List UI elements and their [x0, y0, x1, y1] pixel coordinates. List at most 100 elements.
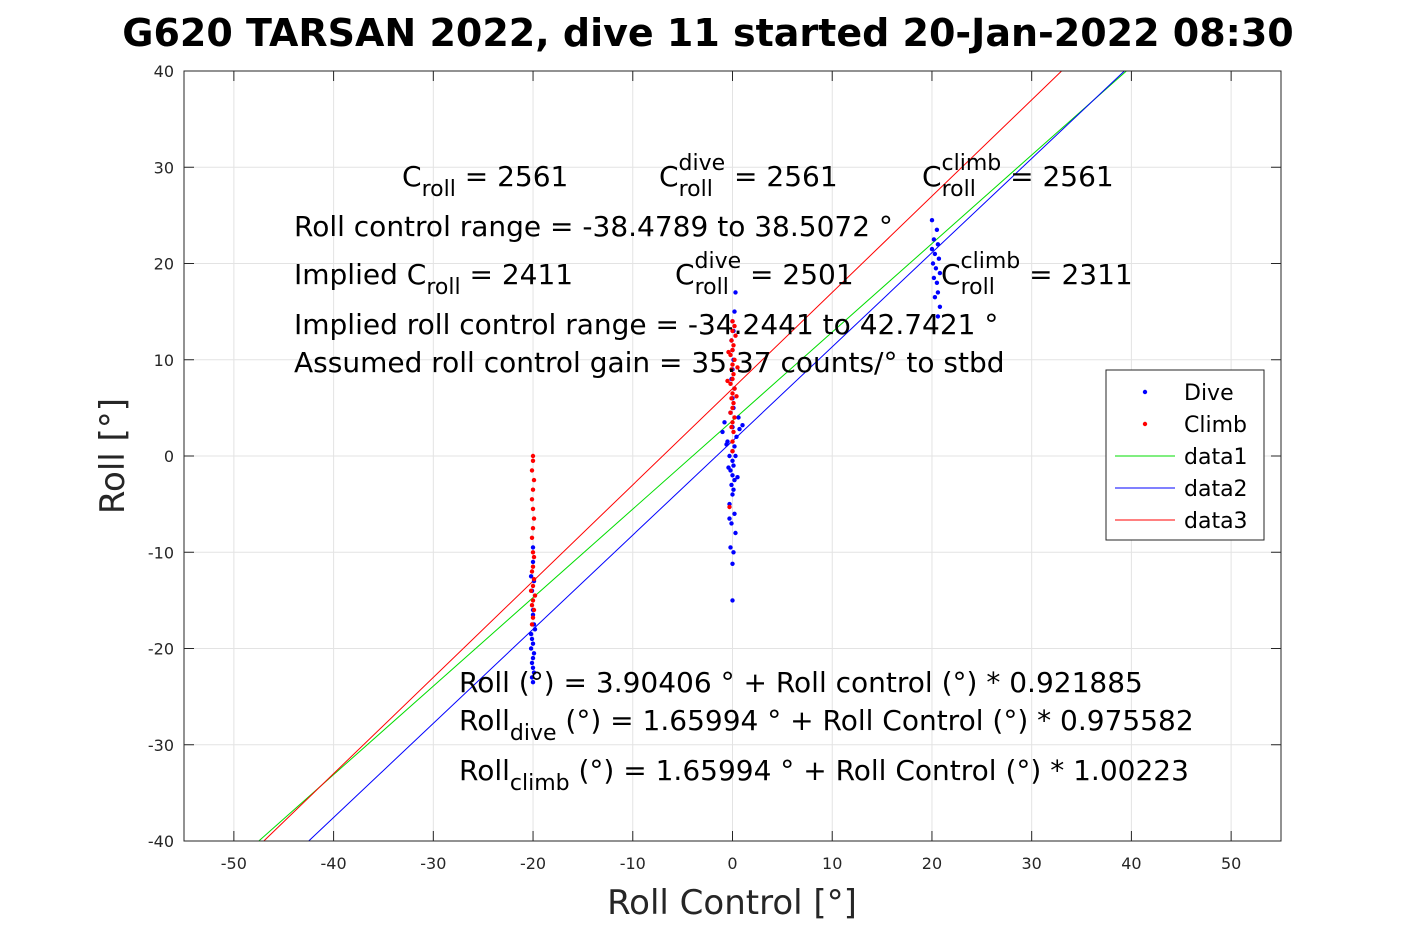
annotation-range: Roll control range = -38.4789 to 38.5072…	[294, 210, 893, 243]
point-dive	[529, 675, 535, 680]
point-dive	[930, 261, 936, 266]
annotation-part: Assumed roll control gain = 35.37 counts…	[294, 346, 1005, 379]
legend: Dive Climb data1 data2 data3	[1105, 369, 1265, 541]
x-tick-label: 40	[1121, 854, 1141, 873]
point-dive	[530, 680, 536, 685]
point-climb	[730, 328, 735, 334]
point-climb	[529, 468, 535, 473]
series-line-data1	[258, 70, 1127, 842]
point-dive	[722, 420, 727, 425]
point-dive	[720, 429, 725, 435]
data-points	[528, 218, 943, 685]
point-dive	[730, 473, 735, 478]
point-dive	[731, 463, 736, 468]
point-dive	[737, 426, 742, 432]
point-dive	[935, 314, 941, 319]
point-climb	[531, 607, 537, 613]
annotation-part: roll	[942, 177, 976, 202]
ticks: -50 -40 -30 -20 -10 0 10 20 30 40 50 -40 -30 -20 -10 0 1…	[148, 62, 1281, 873]
point-climb	[730, 449, 735, 454]
annotation-part: C	[675, 258, 695, 291]
point-dive	[934, 280, 940, 285]
y-tick-label: -20	[148, 640, 174, 659]
annotation-part: (°) = 1.65994 ° + Roll Control (°) * 0.9…	[557, 704, 1194, 737]
point-climb	[529, 622, 535, 627]
point-dive	[733, 530, 738, 536]
point-climb	[530, 583, 536, 589]
point-dive	[730, 492, 735, 497]
point-climb	[729, 424, 734, 430]
point-climb	[730, 391, 735, 396]
annotation-part: roll	[695, 275, 729, 300]
annotation-implied-c-roll-dive: Crolldive = 2501	[675, 249, 854, 300]
point-climb	[730, 362, 735, 367]
point-dive	[731, 550, 736, 555]
point-dive	[726, 465, 731, 470]
annotation-part: Roll	[459, 754, 510, 787]
point-climb	[732, 357, 737, 362]
x-tick-label: 10	[822, 854, 842, 873]
x-tick-label: 20	[922, 854, 942, 873]
annotation-fit-all: Roll (°) = 3.90406 ° + Roll control (°) …	[459, 666, 1143, 699]
point-dive	[935, 290, 941, 295]
point-climb	[529, 569, 535, 574]
x-tick-label: 30	[1022, 854, 1042, 873]
point-climb	[729, 338, 734, 343]
annotation-part: = 2561	[1001, 160, 1114, 193]
point-climb	[734, 394, 739, 399]
annotation-part: roll	[426, 275, 460, 300]
legend-label-dive: Dive	[1184, 381, 1234, 406]
annotation-part: = 2311	[1020, 258, 1133, 291]
annotation-fit-dive: Rolldive (°) = 1.65994 ° + Roll Control …	[459, 704, 1194, 746]
point-dive	[931, 275, 937, 281]
annotation-part: C	[402, 160, 422, 193]
point-dive	[727, 516, 732, 521]
point-dive	[740, 423, 745, 428]
x-tick-label: -20	[520, 854, 546, 873]
point-climb	[530, 506, 536, 512]
point-dive	[529, 660, 535, 666]
point-dive	[724, 442, 729, 447]
series-line-data3	[263, 70, 1062, 842]
point-climb	[531, 477, 537, 483]
point-climb	[730, 405, 735, 411]
annotation-part: = 2561	[456, 160, 569, 193]
point-dive	[532, 627, 538, 632]
point-climb	[731, 400, 736, 406]
point-dive	[730, 458, 735, 463]
point-dive	[934, 227, 940, 232]
legend-marker-climb	[1142, 421, 1148, 427]
point-climb	[730, 376, 735, 382]
legend-label-data3: data3	[1184, 509, 1248, 534]
point-climb	[530, 564, 536, 569]
point-dive	[729, 482, 734, 488]
point-dive	[727, 453, 732, 459]
x-tick-label: 50	[1221, 854, 1241, 873]
x-tick-label: -30	[420, 854, 446, 873]
point-dive	[528, 646, 534, 651]
point-dive	[732, 444, 737, 449]
point-climb	[731, 429, 736, 435]
point-dive	[531, 670, 537, 675]
x-axis-label: Roll Control [°]	[607, 883, 857, 923]
point-climb	[725, 378, 730, 384]
annotation-part: C	[659, 160, 679, 193]
annotation-part: C	[922, 160, 942, 193]
annotation-part: C	[941, 258, 961, 291]
point-climb	[530, 487, 536, 492]
point-dive	[937, 270, 943, 276]
point-dive	[733, 453, 738, 459]
annotation-part: climb	[510, 771, 570, 796]
legend-label-data2: data2	[1184, 477, 1248, 502]
annotation-part: roll	[679, 177, 713, 202]
point-climb	[531, 577, 537, 582]
point-climb	[530, 598, 536, 603]
point-dive	[734, 434, 739, 439]
annotation-implied-c-roll-climb: Crollclimb = 2311	[941, 249, 1133, 300]
legend-box	[1105, 369, 1265, 541]
point-dive	[935, 242, 941, 247]
annotation-gain: Assumed roll control gain = 35.37 counts…	[294, 346, 1005, 379]
point-climb	[732, 415, 737, 420]
annotation-fit-climb: Rollclimb (°) = 1.65994 ° + Roll Control…	[459, 754, 1189, 796]
